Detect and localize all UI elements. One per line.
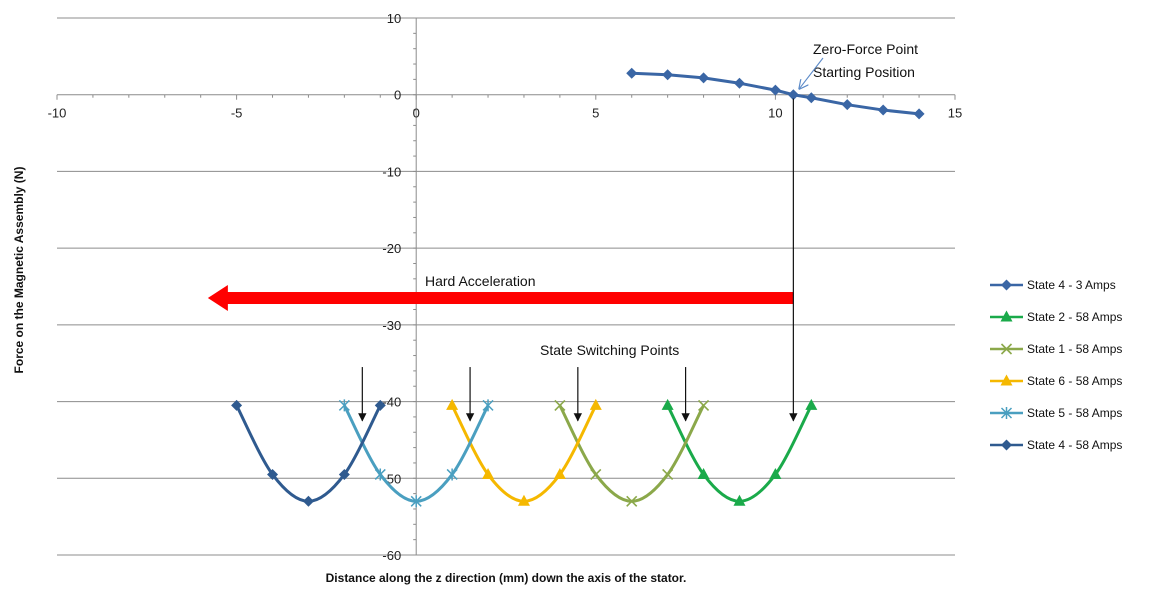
legend-item: State 1 - 58 Amps (990, 342, 1122, 356)
data-point (769, 84, 781, 96)
x-tick-label: -10 (48, 106, 67, 121)
data-point (805, 92, 817, 104)
hard-acceleration-arrow-shaft (225, 292, 794, 305)
y-tick-label: -20 (382, 241, 401, 256)
x-axis-title: Distance along the z direction (mm) down… (326, 571, 687, 585)
switching-points-label: State Switching Points (540, 342, 679, 358)
data-point (446, 398, 459, 410)
x-tick-label: -5 (231, 106, 243, 121)
data-point (841, 99, 853, 111)
legend-swatch-marker (1000, 407, 1013, 419)
data-point (338, 399, 350, 412)
x-tick-label: 10 (768, 106, 782, 121)
data-point (661, 398, 674, 410)
legend-swatch-marker (1000, 310, 1013, 322)
legend-item: State 2 - 58 Amps (990, 310, 1122, 324)
hard-acceleration-label: Hard Acceleration (425, 273, 536, 289)
data-point (662, 69, 674, 81)
x-tick-label: 5 (592, 106, 599, 121)
data-point (913, 108, 925, 120)
y-tick-label: -60 (382, 548, 401, 563)
data-point (733, 494, 746, 506)
series-6 (231, 399, 386, 507)
data-point (482, 467, 495, 479)
data-point (517, 494, 530, 506)
data-point (554, 399, 566, 411)
data-point (697, 467, 710, 479)
legend-label: State 5 - 58 Amps (1027, 406, 1122, 420)
series-line (450, 404, 598, 503)
data-point (626, 495, 638, 507)
data-point (590, 468, 602, 481)
series-4 (446, 398, 602, 506)
data-point (787, 89, 799, 101)
y-tick-label: -40 (382, 395, 401, 410)
data-point (877, 104, 889, 116)
zero-force-pointer (799, 57, 824, 89)
legend: State 4 - 3 Amps State 2 - 58 Amps State 1… (990, 278, 1122, 452)
data-point (338, 468, 350, 480)
data-point (733, 77, 745, 89)
series-3 (554, 399, 710, 507)
data-point (482, 399, 494, 412)
y-tick-label: 0 (394, 88, 401, 103)
legend-swatch-marker (1000, 374, 1013, 386)
data-point (374, 468, 386, 481)
data-point (589, 398, 602, 410)
x-tick-label: 15 (948, 106, 962, 121)
series-line (235, 404, 382, 503)
data-point (626, 67, 638, 79)
data-point (805, 398, 818, 410)
legend-item: State 4 - 3 Amps (990, 278, 1116, 292)
y-axis-title: Force on the Magnetic Assembly (N) (12, 167, 26, 374)
y-tick-label: -30 (382, 318, 401, 333)
data-point (374, 399, 386, 411)
annotations: Zero-Force Point Starting Position Hard … (207, 41, 918, 422)
data-point (698, 72, 710, 84)
data-point (410, 495, 422, 508)
legend-swatch-marker (1001, 279, 1012, 291)
legend-item: State 5 - 58 Amps (990, 406, 1122, 420)
data-point (553, 467, 566, 479)
y-tick-label: -10 (382, 164, 401, 179)
series-5 (338, 399, 494, 508)
hard-acceleration-arrow-head (207, 285, 228, 312)
legend-label: State 4 - 3 Amps (1027, 278, 1116, 292)
data-point (697, 399, 710, 411)
series-group (231, 67, 925, 508)
legend-label: State 6 - 58 Amps (1027, 374, 1122, 388)
legend-label: State 4 - 58 Amps (1027, 438, 1122, 452)
legend-label: State 2 - 58 Amps (1027, 310, 1122, 324)
data-point (446, 468, 458, 481)
data-point (231, 399, 243, 411)
legend-swatch-marker (1000, 343, 1013, 355)
zero-force-label: Zero-Force Point (813, 41, 918, 57)
legend-swatch-marker (1001, 439, 1012, 451)
series-1 (626, 67, 925, 120)
data-point (662, 468, 674, 481)
legend-label: State 1 - 58 Amps (1027, 342, 1122, 356)
series-line (631, 71, 920, 116)
grid-lines (57, 17, 955, 556)
legend-item: State 4 - 58 Amps (990, 438, 1122, 452)
series-line (666, 404, 813, 503)
data-point (302, 495, 314, 507)
legend-item: State 6 - 58 Amps (990, 374, 1122, 388)
series-line (558, 404, 705, 503)
data-point (769, 467, 782, 479)
starting-position-label: Starting Position (813, 64, 915, 80)
series-2 (661, 398, 818, 506)
x-tick-label: 0 (413, 106, 420, 121)
y-tick-label: 10 (387, 11, 401, 26)
data-point (267, 468, 279, 480)
